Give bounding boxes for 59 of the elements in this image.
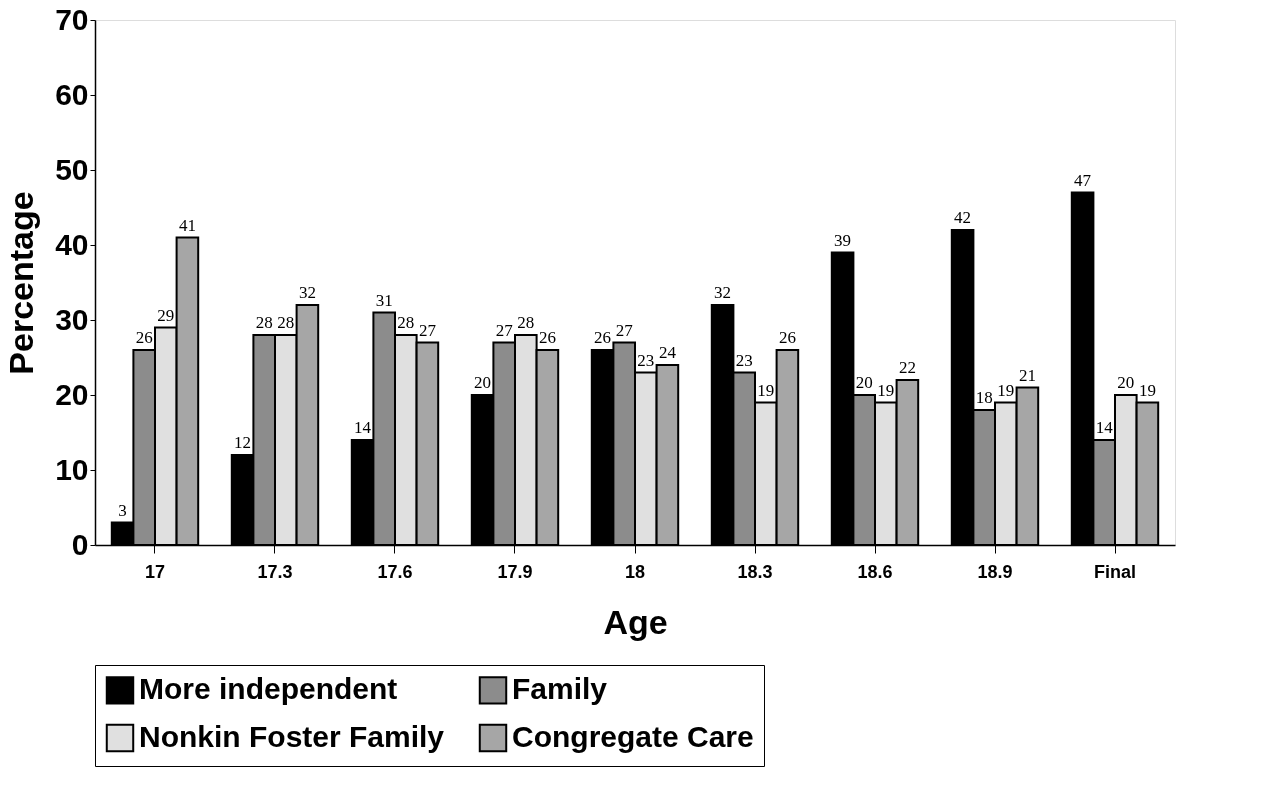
y-tick-label: 60: [55, 77, 89, 111]
data-label: 18: [975, 388, 993, 407]
data-label: 14: [1095, 418, 1114, 437]
data-label: 19: [877, 380, 895, 400]
data-label: 41: [178, 215, 196, 235]
data-label: 20: [1117, 373, 1135, 392]
data-label: 23: [637, 350, 655, 370]
data-label: 26: [778, 328, 796, 347]
x-tick-label: Final: [1093, 561, 1137, 582]
data-label: 32: [714, 283, 732, 302]
data-label: 47: [1074, 170, 1092, 190]
data-label: 31: [375, 290, 393, 310]
data-label: 3: [118, 500, 127, 520]
data-label: 22: [898, 358, 916, 377]
data-label: 27: [495, 320, 514, 340]
y-tick-label: 0: [71, 527, 89, 561]
data-label: 28: [255, 313, 273, 332]
legend-label: Nonkin Foster Family: [139, 720, 445, 753]
data-label: 27: [615, 320, 634, 340]
y-axis-title: Percentage: [2, 191, 41, 375]
data-label: 28: [277, 313, 295, 332]
data-label: 42: [954, 208, 972, 227]
x-tick-label: 17.6: [377, 561, 413, 582]
y-tick-label: 40: [55, 227, 89, 261]
data-label: 23: [735, 350, 753, 370]
x-tick-label: 18.3: [737, 561, 773, 582]
data-label: 28: [397, 313, 415, 332]
x-tick-label: 17: [144, 561, 166, 582]
y-tick-label: 70: [55, 2, 89, 36]
data-label: 29: [157, 305, 175, 325]
data-label: 19: [1138, 380, 1156, 400]
data-label: 19: [997, 380, 1015, 400]
data-label: 27: [418, 320, 437, 340]
y-tick-label: 20: [55, 377, 89, 411]
legend-label: Congregate Care: [512, 720, 754, 753]
data-label: 24: [658, 343, 677, 362]
data-label: 26: [594, 328, 612, 347]
data-label: 26: [538, 328, 556, 347]
x-tick-label: 18.6: [857, 561, 893, 582]
legend-label: More independent: [139, 672, 398, 706]
data-label: 32: [298, 283, 316, 302]
y-tick-label: 10: [55, 452, 89, 486]
x-axis-title: Age: [603, 602, 668, 641]
data-label: 26: [135, 328, 153, 347]
legend-label: Family: [512, 672, 608, 706]
data-label: 14: [354, 418, 372, 437]
data-label: 39: [834, 230, 852, 250]
data-label: 20: [855, 373, 873, 392]
data-label: 28: [517, 313, 535, 332]
x-tick-label: 18.9: [977, 561, 1013, 582]
x-tick-label: 17.3: [257, 561, 293, 582]
data-label: 21: [1018, 365, 1036, 385]
data-label: 20: [474, 373, 492, 392]
data-label: 12: [234, 433, 252, 452]
data-label: 19: [757, 380, 775, 400]
y-tick-label: 30: [55, 302, 89, 336]
y-tick-label: 50: [55, 152, 89, 186]
x-tick-label: 17.9: [497, 561, 533, 582]
x-tick-label: 18: [624, 561, 646, 582]
